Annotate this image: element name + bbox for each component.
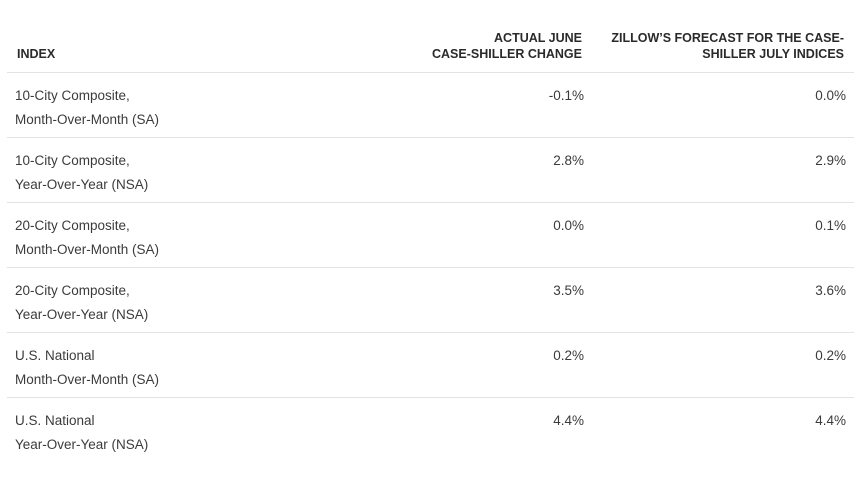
forecast-cell: 0.1% [592,202,854,268]
index-name-line1: 10-City Composite, [15,152,130,168]
header-actual-line1: ACTUAL JUNE [494,30,582,45]
index-name-cell: 20-City Composite, Year-Over-Year (NSA) [7,267,317,333]
header-actual-line2: CASE-SHILLER CHANGE [431,46,582,61]
index-name-line1: 20-City Composite, [15,217,130,233]
actual-change-cell: 0.2% [317,332,592,398]
table-header: INDEX ACTUAL JUNE CASE-SHILLER CHANGE ZI… [7,0,854,73]
actual-change-cell: -0.1% [317,72,592,138]
actual-change-cell: 0.0% [317,202,592,268]
index-name-cell: 20-City Composite, Month-Over-Month (SA) [7,202,317,268]
header-row: INDEX ACTUAL JUNE CASE-SHILLER CHANGE ZI… [7,0,854,73]
index-name-line1: 20-City Composite, [15,282,130,298]
case-shiller-table-container: INDEX ACTUAL JUNE CASE-SHILLER CHANGE ZI… [7,0,854,462]
table-row: U.S. National Year-Over-Year (NSA) 4.4% … [7,397,854,462]
actual-change-cell: 2.8% [317,137,592,203]
header-index-label: INDEX [17,46,56,61]
table-row: U.S. National Month-Over-Month (SA) 0.2%… [7,332,854,398]
header-forecast-line1: ZILLOW’S FORECAST FOR THE CASE- [611,30,844,45]
table-row: 10-City Composite, Month-Over-Month (SA)… [7,72,854,138]
header-forecast-line2: SHILLER JULY INDICES [702,46,844,61]
forecast-cell: 3.6% [592,267,854,333]
index-name-cell: U.S. National Year-Over-Year (NSA) [7,397,317,462]
case-shiller-table: INDEX ACTUAL JUNE CASE-SHILLER CHANGE ZI… [7,0,854,462]
index-name-cell: 10-City Composite, Month-Over-Month (SA) [7,72,317,138]
table-row: 20-City Composite, Year-Over-Year (NSA) … [7,267,854,333]
index-name-line2: Month-Over-Month (SA) [15,371,160,387]
forecast-cell: 0.0% [592,72,854,138]
index-name-line2: Month-Over-Month (SA) [15,241,160,257]
table-body: 10-City Composite, Month-Over-Month (SA)… [7,72,854,462]
index-name-line2: Year-Over-Year (NSA) [15,306,149,322]
index-name-line1: U.S. National [15,347,95,363]
index-name-line2: Year-Over-Year (NSA) [15,176,149,192]
index-name-cell: U.S. National Month-Over-Month (SA) [7,332,317,398]
header-actual-change: ACTUAL JUNE CASE-SHILLER CHANGE [317,0,592,73]
actual-change-cell: 4.4% [553,412,584,428]
header-zillow-forecast: ZILLOW’S FORECAST FOR THE CASE- SHILLER … [592,0,854,73]
actual-change-cell: 3.5% [317,267,592,333]
index-name-cell: 10-City Composite, Year-Over-Year (NSA) [7,137,317,203]
index-name-line2: Year-Over-Year (NSA) [15,436,149,452]
table-row: 10-City Composite, Year-Over-Year (NSA) … [7,137,854,203]
forecast-cell: 4.4% [815,412,846,428]
index-name-line1: U.S. National [15,412,95,428]
header-index: INDEX [7,0,317,73]
table-row: 20-City Composite, Month-Over-Month (SA)… [7,202,854,268]
index-name-line1: 10-City Composite, [15,87,130,103]
index-name-line2: Month-Over-Month (SA) [15,111,160,127]
forecast-cell: 2.9% [592,137,854,203]
forecast-cell: 0.2% [592,332,854,398]
